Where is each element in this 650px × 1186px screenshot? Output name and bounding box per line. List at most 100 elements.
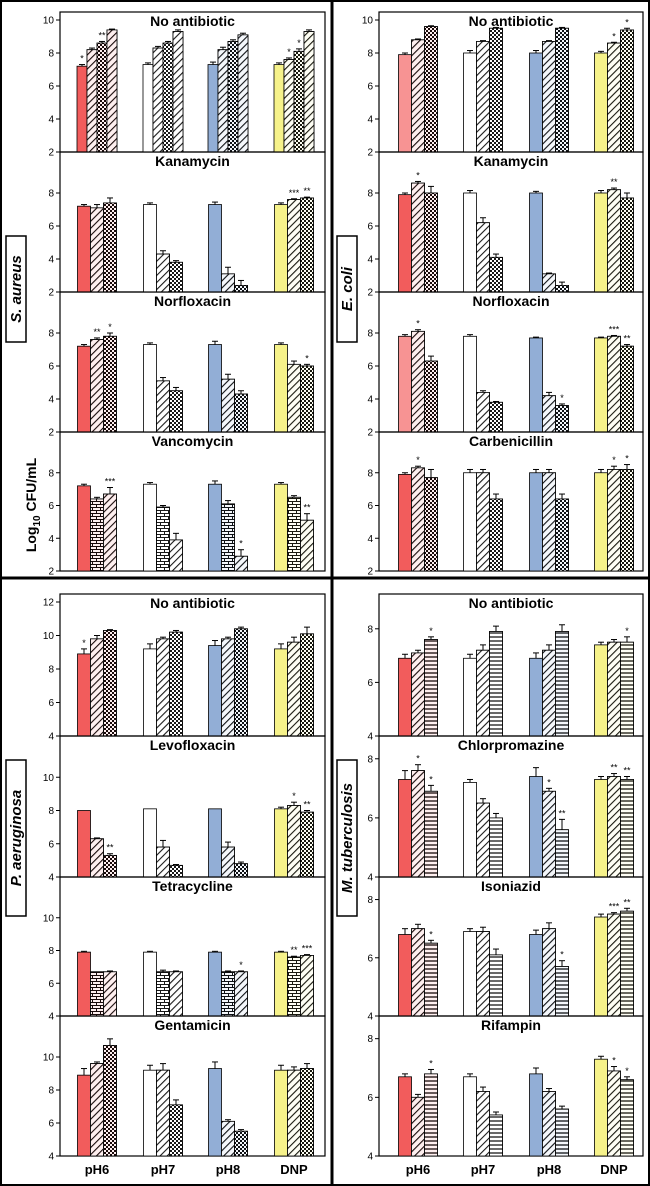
bar-pattern — [607, 1070, 621, 1157]
bar-pattern — [287, 805, 301, 878]
y-tick-label: 4 — [367, 732, 373, 743]
bar-pattern — [103, 630, 117, 737]
bar — [594, 779, 608, 878]
chart-panel: No antibiotic 4 6 8 * * — [367, 593, 644, 743]
bar — [77, 810, 91, 878]
bar — [143, 344, 157, 433]
bar-pattern — [476, 931, 490, 1017]
significance-label: ** — [623, 334, 631, 344]
bar-pattern — [620, 641, 634, 737]
bar — [274, 1069, 288, 1157]
significance-label: ** — [610, 177, 618, 187]
bar — [208, 951, 222, 1017]
bar — [274, 204, 288, 293]
organism-label-e-coli: E. coli — [336, 235, 358, 343]
bar — [143, 648, 157, 737]
bar-pattern — [411, 330, 425, 433]
organism-label-m-tuberculosis: M. tuberculosis — [336, 759, 358, 917]
bar-pattern — [620, 779, 634, 878]
y-tick-label: 4 — [48, 732, 54, 743]
chart-panel: No antibiotic 4 6 8 10 12 * — [43, 593, 326, 743]
significance-label: ** — [93, 327, 101, 337]
bar-pattern — [90, 638, 104, 737]
bar-pattern — [221, 1120, 235, 1157]
bar-pattern — [555, 405, 569, 433]
bar-pattern — [476, 472, 490, 572]
panel-title: Norfloxacin — [472, 293, 549, 309]
panel-title: Isoniazid — [481, 878, 541, 894]
y-tick-label: 8 — [367, 895, 373, 906]
significance-label: * — [612, 1056, 616, 1066]
bar — [398, 473, 412, 572]
bar-pattern — [103, 854, 117, 878]
bar-pattern — [476, 802, 490, 878]
bar-pattern — [424, 477, 438, 572]
significance-label: *** — [609, 324, 620, 334]
bar-pattern — [411, 770, 425, 878]
y-tick-label: 6 — [48, 839, 54, 850]
bar-pattern — [221, 273, 235, 293]
y-tick-label: 10 — [43, 16, 55, 27]
bar-pattern — [607, 776, 621, 878]
bar-pattern — [424, 639, 438, 737]
bar-pattern — [221, 638, 235, 737]
bar — [398, 194, 412, 293]
y-tick-label: 8 — [48, 329, 54, 340]
bar-pattern — [555, 1108, 569, 1157]
bar-pattern — [169, 390, 183, 433]
bar-pattern — [169, 539, 183, 572]
bar — [463, 335, 477, 433]
y-tick-label: 6 — [367, 1093, 373, 1104]
bar-pattern — [607, 189, 621, 293]
bar — [594, 52, 608, 153]
chart-panel: Kanamycin 2 4 6 8 *** ** — [48, 151, 326, 299]
panel-title: Kanamycin — [155, 153, 230, 169]
organism-text: S. aureus — [8, 255, 25, 323]
bar-pattern — [287, 1069, 301, 1157]
bar-pattern — [103, 335, 117, 433]
bar — [274, 951, 288, 1017]
significance-label: ** — [303, 186, 311, 196]
bar — [143, 808, 157, 878]
bar — [594, 472, 608, 572]
y-tick-label: 6 — [48, 1119, 54, 1130]
bar-pattern — [542, 273, 556, 293]
bar — [208, 483, 222, 572]
bar-pattern — [283, 59, 295, 153]
bar-pattern — [489, 27, 503, 153]
x-label: DNP — [280, 1162, 308, 1177]
bar — [143, 1069, 157, 1157]
bar — [274, 344, 288, 433]
y-tick-label: 4 — [367, 115, 373, 126]
bar — [274, 483, 288, 572]
y-tick-label: 10 — [362, 16, 374, 27]
significance-label: * — [625, 626, 629, 636]
y-tick-label: 8 — [367, 1034, 373, 1045]
bar-pattern — [237, 34, 249, 153]
significance-label: ** — [303, 503, 311, 513]
y-tick-label: 6 — [367, 222, 373, 233]
bar-pattern — [86, 49, 98, 153]
y-tick-label: 6 — [48, 82, 54, 93]
panel-frame — [59, 1015, 326, 1157]
bar-pattern — [620, 29, 634, 153]
bar-pattern — [424, 790, 438, 878]
panel-title: Tetracycline — [152, 878, 233, 894]
bar — [529, 1073, 543, 1157]
bar-pattern — [476, 41, 490, 153]
bar — [77, 1074, 91, 1157]
bar-pattern — [620, 910, 634, 1017]
bar-pattern — [607, 42, 621, 153]
bar-pattern — [607, 913, 621, 1017]
y-tick-label: 8 — [48, 1086, 54, 1097]
y-tick-label: 6 — [367, 501, 373, 512]
bar-pattern — [287, 641, 301, 737]
bar — [398, 657, 412, 737]
y-tick-label: 4 — [48, 395, 54, 406]
bar-pattern — [489, 498, 503, 572]
y-tick-label: 10 — [43, 1053, 55, 1064]
bar — [398, 1076, 412, 1157]
